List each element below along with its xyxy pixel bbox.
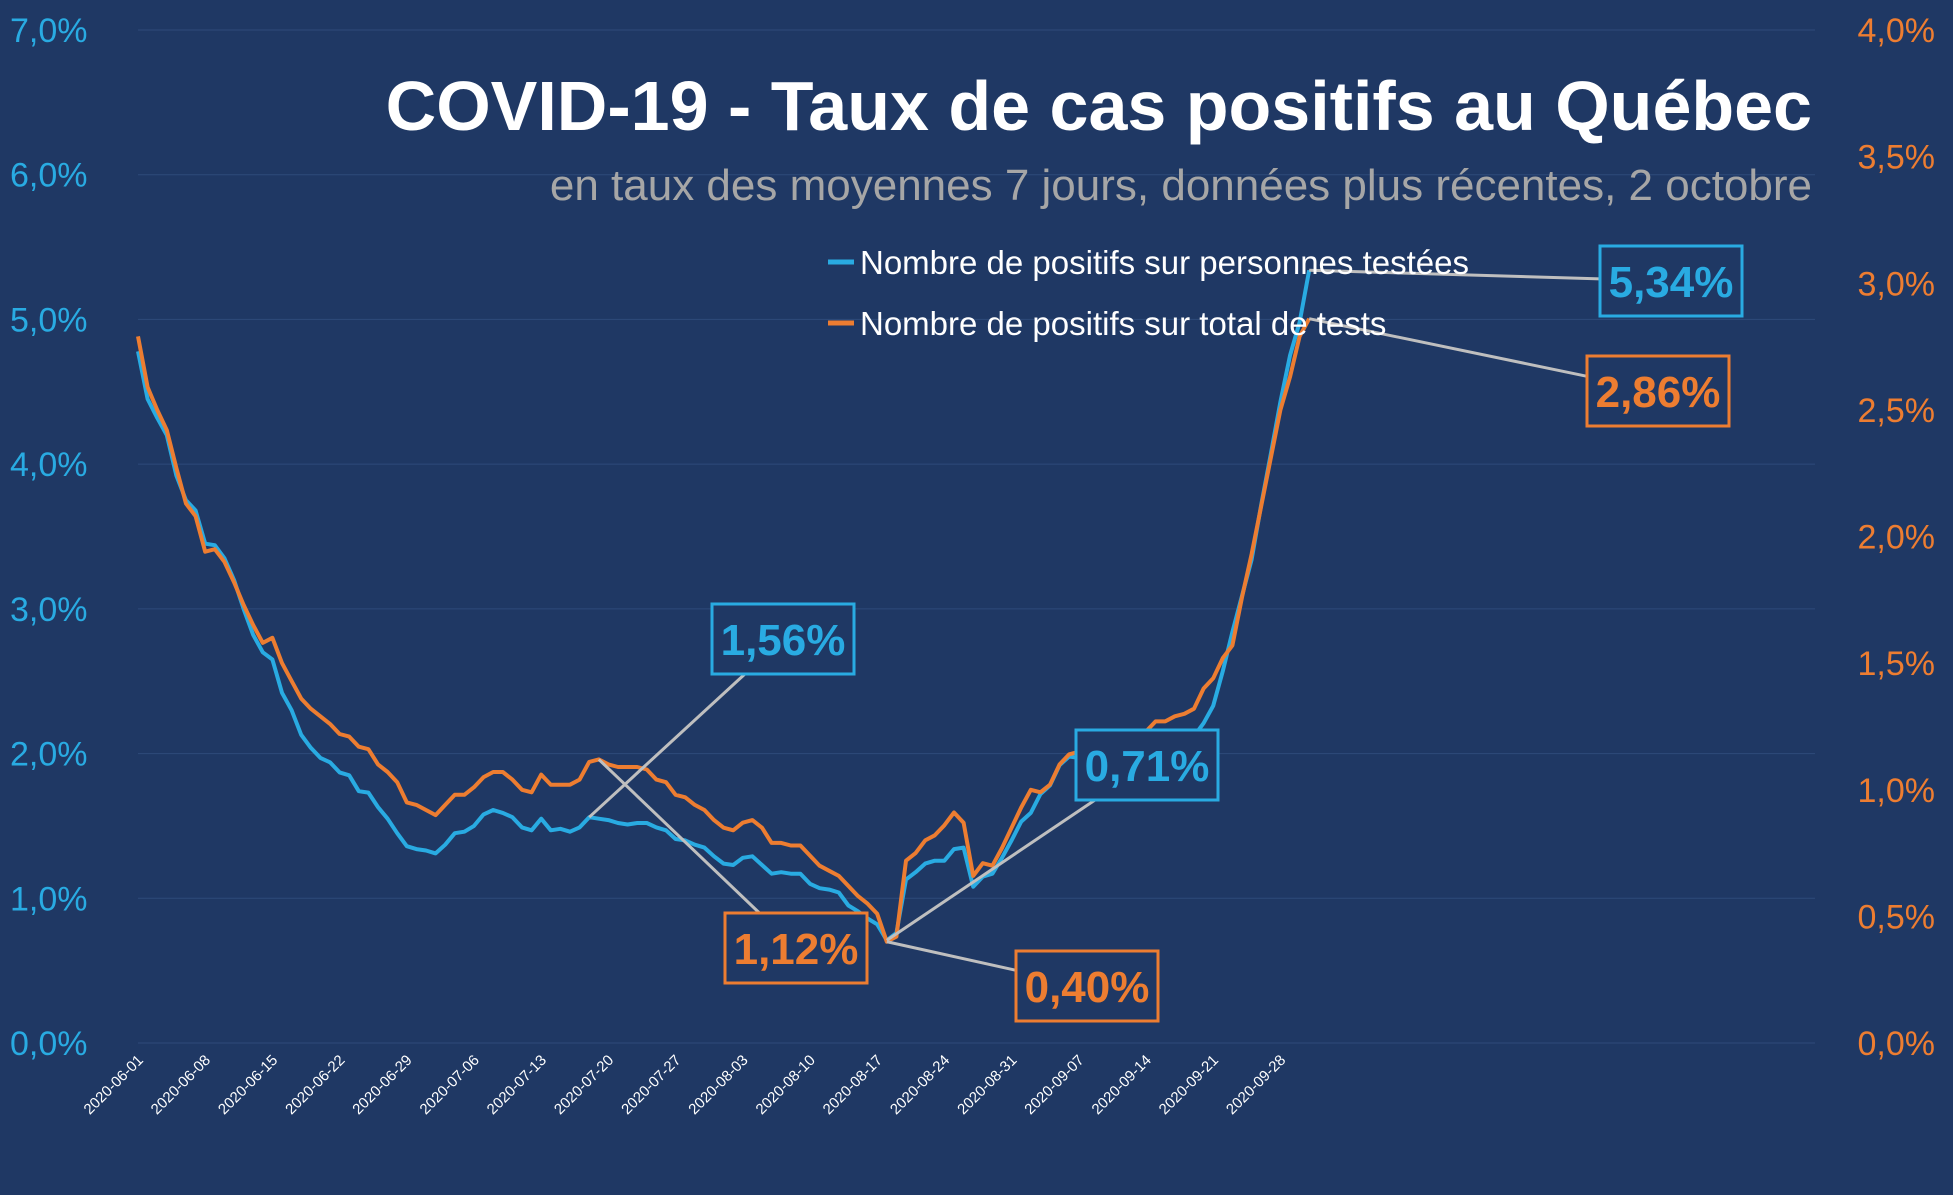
y-left-tick-label: 3,0% xyxy=(10,591,88,629)
chart-subtitle: en taux des moyennes 7 jours, données pl… xyxy=(550,161,1812,210)
y-right-tick-label: 0,5% xyxy=(1858,898,1936,936)
callout-leader xyxy=(1308,317,1588,378)
callout-box xyxy=(723,911,869,985)
callout-leader xyxy=(588,672,746,819)
callout-label: 1,56% xyxy=(721,616,846,665)
callout-label: 2,86% xyxy=(1596,368,1721,417)
x-tick-label: 2020-07-27 xyxy=(618,1052,684,1118)
x-tick-label: 2020-07-13 xyxy=(484,1052,550,1118)
y-left-tick-label: 0,0% xyxy=(10,1025,88,1063)
right-axis: 0,0% 0,5% 1,0% 1,5% 2,0% 2,5% 3,0% 3,5% 4,0% xyxy=(1858,12,1936,1063)
callout-label: 0,40% xyxy=(1025,963,1150,1012)
x-tick-label: 2020-06-29 xyxy=(349,1052,415,1118)
x-tick-label: 2020-09-14 xyxy=(1089,1052,1155,1118)
callout-box xyxy=(1585,354,1731,428)
callout-leader xyxy=(1309,268,1601,281)
callout-box xyxy=(1014,949,1160,1023)
callout-box xyxy=(1074,728,1220,802)
x-tick-label: 2020-06-22 xyxy=(282,1052,348,1118)
y-right-tick-label: 1,5% xyxy=(1858,645,1936,683)
y-left-tick-label: 6,0% xyxy=(10,157,88,195)
y-right-tick-label: 2,5% xyxy=(1858,392,1936,430)
x-tick-label: 2020-07-06 xyxy=(417,1052,483,1118)
x-tick-label: 2020-06-15 xyxy=(215,1052,281,1118)
y-right-tick-label: 1,0% xyxy=(1858,772,1936,810)
x-tick-label: 2020-08-10 xyxy=(753,1052,819,1118)
y-right-tick-label: 3,5% xyxy=(1858,139,1936,177)
y-left-tick-label: 5,0% xyxy=(10,301,88,339)
x-tick-label: 2020-06-01 xyxy=(81,1052,147,1118)
y-right-tick-label: 3,0% xyxy=(1858,265,1936,303)
x-tick-label: 2020-09-07 xyxy=(1021,1052,1087,1118)
x-tick-label: 2020-06-08 xyxy=(148,1052,214,1118)
y-left-tick-label: 1,0% xyxy=(10,880,88,918)
callout-leader-lines xyxy=(588,268,1601,972)
x-tick-label: 2020-08-03 xyxy=(685,1052,751,1118)
y-left-tick-label: 2,0% xyxy=(10,736,88,774)
x-tick-label: 2020-09-21 xyxy=(1156,1052,1222,1118)
x-tick-label: 2020-07-20 xyxy=(551,1052,617,1118)
legend-label-blue: Nombre de positifs sur personnes testées xyxy=(860,244,1469,281)
left-axis: 0,0% 1,0% 2,0% 3,0% 4,0% 5,0% 6,0% 7,0% xyxy=(10,12,88,1063)
y-right-tick-label: 4,0% xyxy=(1858,12,1936,50)
y-left-tick-label: 7,0% xyxy=(10,12,88,50)
callout-leader xyxy=(886,940,1017,972)
callout-leader xyxy=(885,798,1096,942)
callout-leader xyxy=(597,758,761,915)
y-right-tick-label: 2,0% xyxy=(1858,519,1936,557)
x-axis: 2020-06-01 2020-06-08 2020-06-15 2020-06-22… xyxy=(81,1052,1290,1118)
x-tick-label: 2020-08-31 xyxy=(954,1052,1020,1118)
callout-box xyxy=(1598,244,1744,318)
legend: Nombre de positifs sur personnes testées… xyxy=(828,244,1469,342)
callout-label: 0,71% xyxy=(1085,742,1210,791)
legend-label-orange: Nombre de positifs sur total de tests xyxy=(860,305,1386,342)
x-tick-label: 2020-08-17 xyxy=(820,1052,886,1118)
gridlines xyxy=(138,29,1815,1044)
callout-box xyxy=(710,602,856,676)
callout-label: 5,34% xyxy=(1609,258,1734,307)
x-tick-label: 2020-08-24 xyxy=(887,1052,953,1118)
y-right-tick-label: 0,0% xyxy=(1858,1025,1936,1063)
callout-label: 1,12% xyxy=(734,925,859,974)
callouts: 1,56% 1,12% 0,71% 0,40% 5,34% 2,86% xyxy=(710,244,1744,1023)
y-left-tick-label: 4,0% xyxy=(10,446,88,484)
chart-title: COVID-19 - Taux de cas positifs au Québe… xyxy=(386,67,1812,145)
x-tick-label: 2020-09-28 xyxy=(1223,1052,1289,1118)
